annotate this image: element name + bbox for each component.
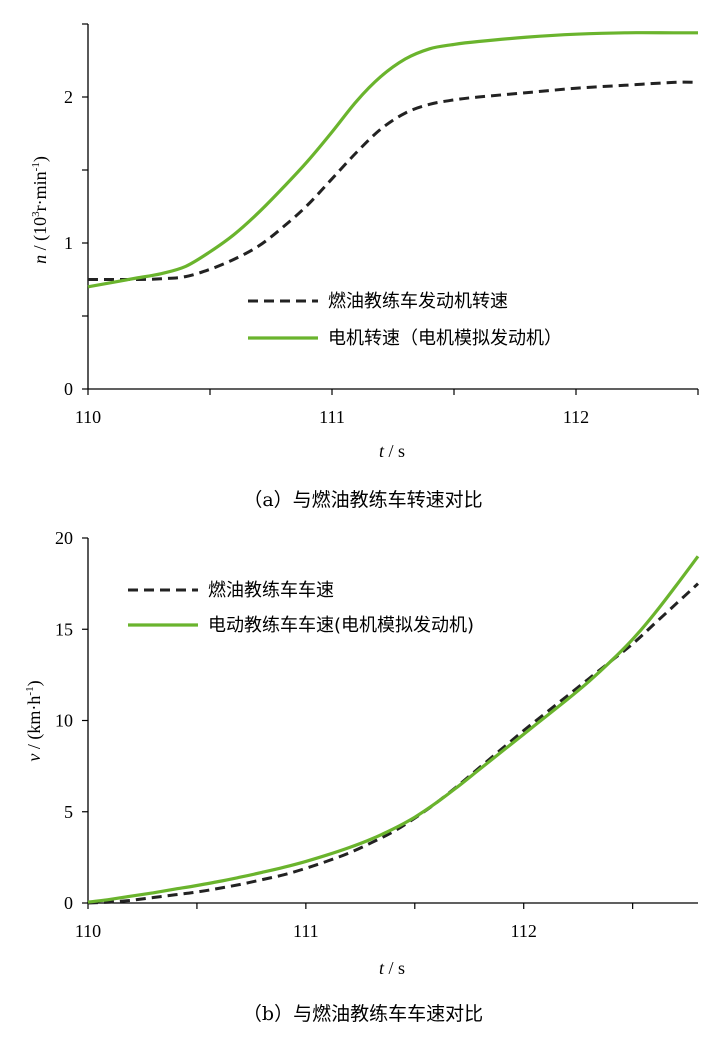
chart-b-series — [87, 555, 700, 905]
chart-b-ylabel: v / (km·h-1) — [24, 680, 45, 761]
chart-b-xlabel: t / s — [379, 958, 405, 978]
x-tick-label: 110 — [75, 921, 101, 941]
chart-b-ticks: 0 5 10 15 20 110 111 112 — [55, 528, 634, 941]
legend-label: 燃油教练车车速 — [208, 580, 334, 601]
y-tick-label: 0 — [64, 379, 73, 399]
chart-a-ticks: 0 1 2 110 111 112 — [64, 23, 699, 427]
x-tick-label: 112 — [511, 921, 537, 941]
y-tick-label: 2 — [64, 87, 73, 107]
chart-a-axes — [87, 24, 698, 390]
x-tick-label: 111 — [319, 407, 345, 427]
chart-b-vehicle-speed: 0 5 10 15 20 110 111 112 燃油教练车车速电动教练车车速(电机模拟发动机… — [24, 528, 700, 1025]
y-tick-label: 15 — [55, 619, 73, 639]
legend-label: 电机转速（电机模拟发动机） — [328, 328, 562, 349]
series-line-fuel — [87, 582, 700, 905]
legend-label: 电动教练车车速(电机模拟发动机) — [208, 615, 474, 636]
chart-a-ylabel: n / (103r·min-1) — [30, 156, 51, 264]
y-tick-label: 1 — [64, 233, 73, 253]
chart-a-caption: （a）与燃油教练车转速对比 — [243, 489, 482, 511]
series-line-fuel — [87, 80, 699, 282]
x-tick-label: 111 — [293, 921, 319, 941]
y-tick-label: 10 — [55, 711, 73, 731]
x-tick-label: 112 — [563, 407, 589, 427]
series-line-electric — [87, 31, 698, 289]
x-tick-label: 110 — [75, 407, 101, 427]
y-tick-label: 5 — [64, 802, 73, 822]
y-tick-label: 0 — [64, 893, 73, 913]
legend-label: 燃油教练车发动机转速 — [328, 291, 508, 312]
y-tick-label: 20 — [55, 528, 73, 548]
chart-b-caption: （b）与燃油教练车车速对比 — [243, 1003, 483, 1025]
chart-a-series — [87, 31, 699, 289]
chart-b-axes — [87, 538, 698, 904]
chart-a-xlabel: t / s — [379, 441, 405, 461]
series-line-electric — [87, 555, 700, 904]
